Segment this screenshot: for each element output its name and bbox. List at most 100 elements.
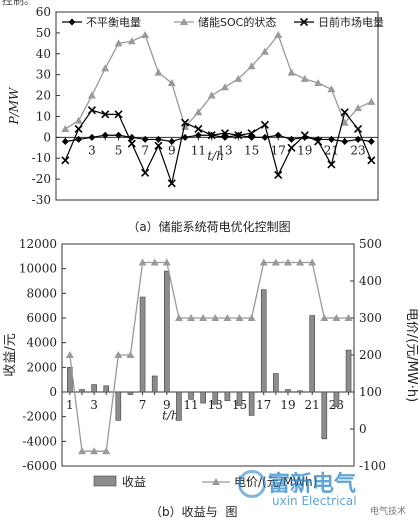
data-point-a — [247, 62, 256, 70]
price-point — [126, 351, 135, 358]
data-point-a — [101, 110, 110, 119]
x-tick-label-a: 17 — [271, 143, 286, 157]
data-point-a — [220, 129, 230, 138]
bar — [297, 390, 303, 393]
data-point-a — [234, 131, 243, 140]
bar — [103, 385, 110, 393]
data-point-a — [288, 135, 296, 143]
bar — [224, 391, 231, 401]
price-point — [199, 314, 208, 321]
caption-b-tail: 图 — [225, 505, 238, 519]
y-tick-label-b: 10000 — [19, 262, 57, 276]
data-point-a — [194, 108, 203, 116]
y-tick-label-a: 40 — [36, 47, 51, 61]
y-tick-label-a: 50 — [36, 26, 51, 40]
x-tick-label-b: 21 — [305, 398, 320, 412]
legend-swatch-bar-b — [93, 475, 117, 487]
caption-a: （a）储能系统荷电优化控制图 — [127, 220, 291, 234]
y2-tick-label-b: 400 — [359, 274, 382, 288]
x-tick-label-a: 13 — [217, 143, 232, 157]
y-tick-label-a: -30 — [32, 193, 51, 207]
y-tick-label-a: 20 — [36, 89, 51, 103]
bar — [260, 289, 267, 393]
bar — [79, 389, 85, 393]
x-axis-label-a: t/h — [207, 149, 224, 163]
data-point-a — [327, 85, 336, 93]
legend-swatch-marker-a — [180, 18, 188, 25]
data-point-a — [247, 129, 256, 138]
x-tick-label-a: 9 — [168, 143, 176, 157]
data-point-a — [261, 133, 269, 141]
price-point — [296, 258, 305, 266]
price-point — [90, 447, 99, 455]
data-point-a — [61, 138, 69, 146]
data-point-a — [61, 156, 70, 165]
y2-tick-label-b: 0 — [359, 422, 367, 436]
data-point-a — [234, 74, 243, 82]
watermark-logo-icon — [238, 470, 266, 498]
price-point — [247, 314, 256, 321]
bar — [248, 391, 255, 416]
series-line-a — [64, 109, 372, 186]
price-point — [332, 314, 341, 321]
bar — [91, 384, 97, 393]
price-point — [271, 258, 280, 266]
y-tick-label-a: 30 — [36, 68, 51, 82]
price-point — [162, 258, 171, 266]
data-point-a — [207, 91, 216, 99]
legend-label-a: 不平衡电量 — [86, 16, 141, 29]
price-point — [283, 258, 292, 266]
price-point — [77, 447, 86, 455]
x-tick-label-b: 7 — [139, 398, 147, 412]
bar — [176, 391, 182, 421]
bar — [236, 391, 243, 406]
data-point-a — [300, 74, 309, 82]
y-tick-label-b: 8000 — [26, 286, 57, 300]
price-point — [344, 314, 353, 321]
price-point — [308, 258, 317, 266]
x-tick-label-a: 21 — [324, 143, 339, 157]
y2-tick-label-b: 500 — [359, 237, 382, 251]
data-point-a — [340, 108, 349, 117]
data-point-a — [181, 122, 190, 130]
x-tick-label-b: 11 — [183, 398, 198, 412]
data-point-a — [167, 179, 176, 188]
data-point-a — [260, 47, 269, 55]
data-point-a — [274, 170, 283, 179]
legend-swatch-marker-b — [212, 478, 220, 485]
y2-tick-label-b: 300 — [359, 311, 382, 325]
data-point-a — [167, 79, 176, 87]
caption-b-head: （b）收益与 — [150, 505, 218, 519]
bar — [333, 391, 340, 408]
x-tick-label-b: 3 — [90, 398, 98, 412]
legend-label-bar-b: 收益 — [122, 475, 146, 489]
data-point-a — [115, 131, 123, 139]
data-point-a — [340, 118, 349, 126]
legend-label-a: 储能SOC的状态 — [198, 15, 276, 29]
data-point-a — [181, 133, 189, 141]
data-point-a — [154, 135, 162, 143]
data-point-a — [287, 143, 296, 152]
y-tick-label-a: 10 — [36, 109, 51, 123]
price-point — [102, 447, 111, 455]
y-tick-label-b: -4000 — [22, 434, 57, 448]
data-point-a — [300, 131, 309, 140]
price-point — [174, 314, 183, 321]
bar — [285, 389, 291, 393]
x-tick-label-a: 7 — [141, 143, 149, 157]
chart-b: -6000-4000-20000200040006000800010000120… — [3, 237, 418, 489]
chart-a: -30 -20 -10 0 10 20 30 40 50 60 3 5 7 9 11 13 15 17 19 21 23… — [7, 5, 384, 207]
price-point — [65, 351, 74, 358]
x-tick-label-a: 3 — [88, 143, 96, 157]
data-point-a — [181, 118, 190, 127]
data-point-a — [127, 37, 136, 45]
data-point-a — [194, 124, 203, 134]
watermark-tag: 电气技术 — [370, 507, 407, 517]
data-point-a — [354, 135, 362, 143]
data-point-a — [141, 168, 150, 177]
bar — [200, 391, 206, 404]
data-point-a — [154, 68, 163, 76]
x-tick-label-b: 13 — [208, 398, 223, 412]
x-tick-label-b: 1 — [66, 398, 74, 412]
data-point-a — [287, 68, 296, 76]
